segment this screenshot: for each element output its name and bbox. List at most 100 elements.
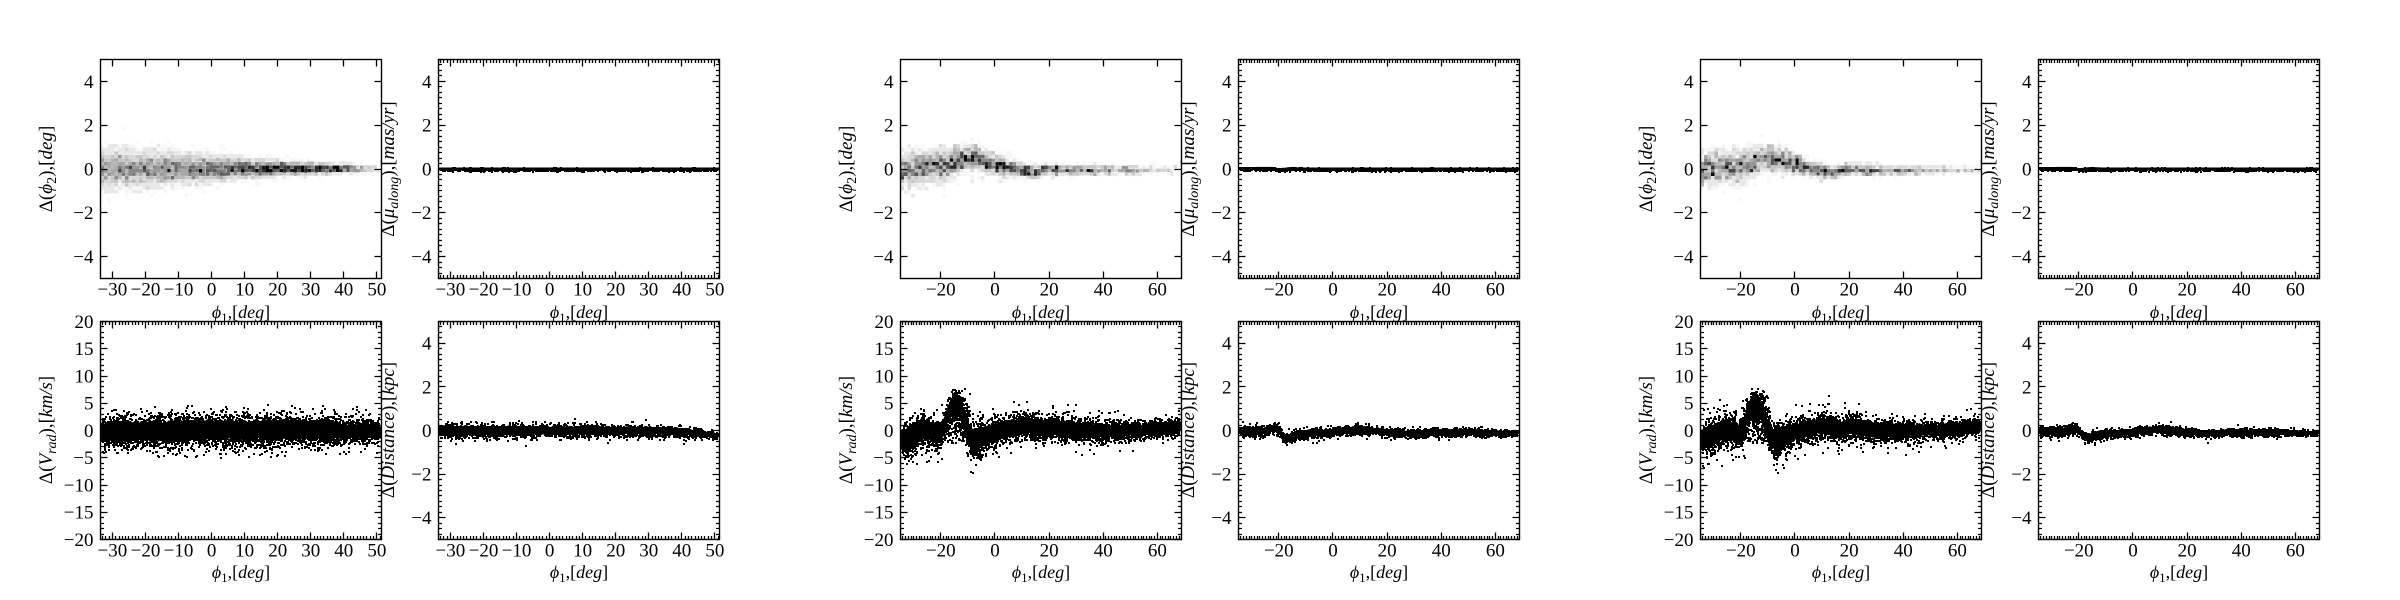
svg-text:−10: −10 bbox=[864, 475, 894, 496]
svg-text:−20: −20 bbox=[1264, 280, 1294, 301]
svg-text:20: 20 bbox=[1040, 280, 1059, 301]
svg-text:0: 0 bbox=[1222, 159, 1232, 180]
svg-text:2: 2 bbox=[422, 116, 432, 137]
svg-text:20: 20 bbox=[606, 280, 625, 301]
svg-text:0: 0 bbox=[545, 541, 555, 562]
svg-text:−30: −30 bbox=[98, 541, 128, 562]
svg-text:10: 10 bbox=[235, 280, 254, 301]
svg-text:2: 2 bbox=[884, 116, 894, 137]
svg-text:20: 20 bbox=[2178, 541, 2197, 562]
svg-text:−30: −30 bbox=[98, 280, 128, 301]
svg-text:40: 40 bbox=[334, 541, 353, 562]
svg-text:−2: −2 bbox=[873, 203, 893, 224]
svg-text:Δ(ϕ2),[deg]: Δ(ϕ2),[deg] bbox=[1636, 126, 1660, 213]
svg-text:20: 20 bbox=[75, 312, 94, 333]
svg-text:20: 20 bbox=[268, 280, 287, 301]
svg-text:0: 0 bbox=[2128, 541, 2138, 562]
svg-text:20: 20 bbox=[1840, 541, 1859, 562]
svg-text:−10: −10 bbox=[164, 280, 194, 301]
svg-text:0: 0 bbox=[1684, 421, 1694, 442]
svg-text:−20: −20 bbox=[1264, 541, 1294, 562]
svg-text:10: 10 bbox=[75, 366, 94, 387]
svg-text:40: 40 bbox=[1432, 541, 1451, 562]
svg-text:Δ(Distance),[kpc]: Δ(Distance),[kpc] bbox=[378, 362, 399, 498]
svg-text:15: 15 bbox=[75, 339, 94, 360]
svg-text:40: 40 bbox=[672, 541, 691, 562]
svg-text:ϕ1,[deg]: ϕ1,[deg] bbox=[1812, 562, 1870, 585]
svg-text:0: 0 bbox=[422, 421, 432, 442]
svg-text:−10: −10 bbox=[164, 541, 194, 562]
svg-text:40: 40 bbox=[672, 280, 691, 301]
svg-text:ϕ1,[deg]: ϕ1,[deg] bbox=[1350, 562, 1408, 585]
svg-text:50: 50 bbox=[367, 280, 386, 301]
svg-text:−2: −2 bbox=[1673, 203, 1693, 224]
svg-text:30: 30 bbox=[301, 280, 320, 301]
svg-text:60: 60 bbox=[1148, 280, 1167, 301]
svg-text:0: 0 bbox=[207, 280, 217, 301]
svg-text:60: 60 bbox=[1486, 280, 1505, 301]
svg-text:ϕ1,[deg]: ϕ1,[deg] bbox=[550, 302, 608, 325]
svg-text:−15: −15 bbox=[64, 503, 94, 524]
svg-text:Δ(Distance),[kpc]: Δ(Distance),[kpc] bbox=[1978, 362, 1999, 498]
svg-text:0: 0 bbox=[1328, 280, 1338, 301]
svg-text:40: 40 bbox=[2232, 541, 2251, 562]
svg-text:20: 20 bbox=[268, 541, 287, 562]
svg-text:ϕ1,[deg]: ϕ1,[deg] bbox=[550, 562, 608, 585]
svg-text:0: 0 bbox=[84, 159, 94, 180]
svg-text:−20: −20 bbox=[131, 280, 161, 301]
svg-text:30: 30 bbox=[639, 280, 658, 301]
svg-text:−30: −30 bbox=[436, 280, 466, 301]
svg-text:50: 50 bbox=[705, 541, 724, 562]
svg-text:−30: −30 bbox=[436, 541, 466, 562]
svg-text:2: 2 bbox=[1222, 377, 1232, 398]
svg-text:−2: −2 bbox=[411, 203, 431, 224]
svg-text:−20: −20 bbox=[926, 541, 956, 562]
svg-text:−20: −20 bbox=[2064, 541, 2094, 562]
svg-text:10: 10 bbox=[1675, 366, 1694, 387]
svg-text:ϕ1,[deg]: ϕ1,[deg] bbox=[212, 302, 270, 325]
svg-text:40: 40 bbox=[1894, 280, 1913, 301]
svg-text:10: 10 bbox=[573, 541, 592, 562]
svg-text:−20: −20 bbox=[1726, 541, 1756, 562]
svg-text:40: 40 bbox=[334, 280, 353, 301]
svg-text:10: 10 bbox=[235, 541, 254, 562]
svg-text:−4: −4 bbox=[1211, 508, 1232, 529]
svg-text:0: 0 bbox=[990, 541, 1000, 562]
svg-text:0: 0 bbox=[2022, 159, 2032, 180]
svg-text:0: 0 bbox=[1222, 421, 1232, 442]
svg-text:−4: −4 bbox=[1211, 247, 1232, 268]
svg-text:Δ(Distance),[kpc]: Δ(Distance),[kpc] bbox=[1178, 362, 1199, 498]
svg-text:−20: −20 bbox=[469, 541, 499, 562]
svg-text:4: 4 bbox=[1222, 72, 1232, 93]
svg-text:−10: −10 bbox=[64, 475, 94, 496]
svg-text:−4: −4 bbox=[2011, 247, 2032, 268]
svg-text:0: 0 bbox=[207, 541, 217, 562]
svg-text:−15: −15 bbox=[864, 503, 894, 524]
svg-text:40: 40 bbox=[1432, 280, 1451, 301]
svg-text:15: 15 bbox=[875, 339, 894, 360]
svg-text:−4: −4 bbox=[2011, 508, 2032, 529]
svg-text:−2: −2 bbox=[411, 465, 431, 486]
svg-text:60: 60 bbox=[1948, 541, 1967, 562]
svg-text:10: 10 bbox=[875, 366, 894, 387]
svg-text:15: 15 bbox=[1675, 339, 1694, 360]
svg-text:ϕ1,[deg]: ϕ1,[deg] bbox=[2150, 562, 2208, 585]
svg-text:2: 2 bbox=[1684, 116, 1694, 137]
svg-text:ϕ1,[deg]: ϕ1,[deg] bbox=[212, 562, 270, 585]
svg-text:2: 2 bbox=[1222, 116, 1232, 137]
svg-text:Δ(μalong),[mas/yr]: Δ(μalong),[mas/yr] bbox=[1978, 101, 2002, 236]
svg-text:4: 4 bbox=[84, 72, 94, 93]
svg-text:0: 0 bbox=[990, 280, 1000, 301]
svg-text:−20: −20 bbox=[1664, 530, 1694, 551]
svg-text:60: 60 bbox=[1148, 541, 1167, 562]
svg-text:ϕ1,[deg]: ϕ1,[deg] bbox=[1012, 562, 1070, 585]
svg-text:0: 0 bbox=[2128, 280, 2138, 301]
svg-text:20: 20 bbox=[1378, 541, 1397, 562]
svg-text:20: 20 bbox=[1040, 541, 1059, 562]
svg-text:2: 2 bbox=[84, 116, 94, 137]
svg-text:2: 2 bbox=[2022, 377, 2032, 398]
svg-text:50: 50 bbox=[367, 541, 386, 562]
svg-text:−20: −20 bbox=[926, 280, 956, 301]
svg-text:−20: −20 bbox=[469, 280, 499, 301]
svg-text:40: 40 bbox=[1894, 541, 1913, 562]
